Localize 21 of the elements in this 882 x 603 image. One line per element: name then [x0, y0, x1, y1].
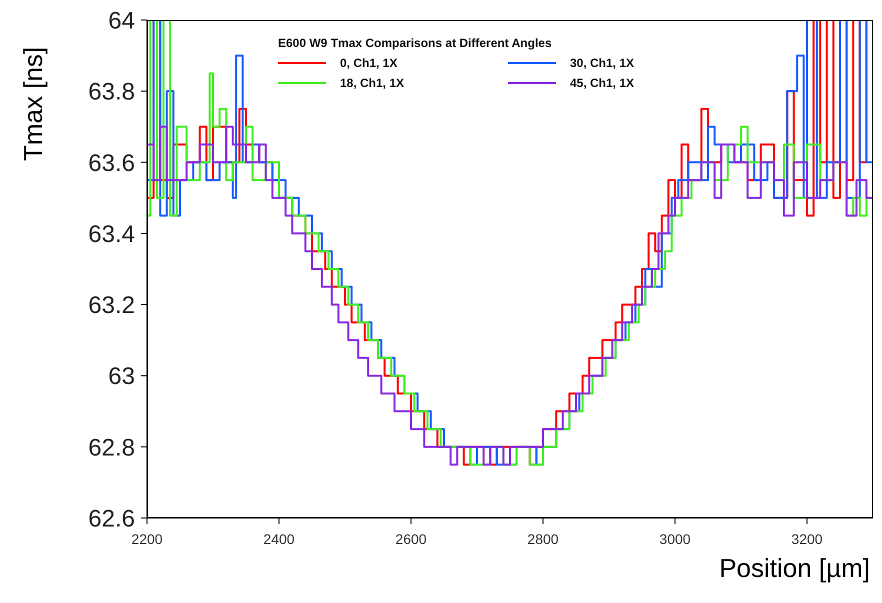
- y-tick-label: 63: [108, 363, 135, 390]
- x-tick-label: 3000: [659, 530, 691, 547]
- legend-label: 18, Ch1, 1X: [340, 76, 404, 90]
- legend-label: 45, Ch1, 1X: [570, 76, 634, 90]
- legend-label: 30, Ch1, 1X: [570, 56, 634, 70]
- y-tick-label: 63.8: [88, 78, 135, 106]
- x-tick-label: 2400: [263, 530, 295, 547]
- y-tick-label: 62.6: [88, 506, 135, 533]
- x-tick-label: 2200: [131, 530, 163, 547]
- x-tick-label: 3200: [791, 530, 823, 547]
- y-tick-label: 62.8: [88, 434, 135, 462]
- y-tick-label: 64: [108, 8, 135, 35]
- y-tick-label: 63.6: [88, 150, 135, 177]
- y-tick-label: 63.2: [88, 292, 135, 320]
- y-tick-label: 63.4: [88, 220, 135, 248]
- x-tick-label: 2800: [527, 530, 559, 547]
- legend-label: 0, Ch1, 1X: [340, 56, 398, 70]
- x-tick-label: 2600: [395, 530, 427, 547]
- x-axis-title: Position [µm]: [719, 553, 870, 584]
- legend-title: E600 W9 Tmax Comparisons at Different Angles: [278, 36, 553, 50]
- y-axis-title: Tmax [ns]: [18, 46, 48, 161]
